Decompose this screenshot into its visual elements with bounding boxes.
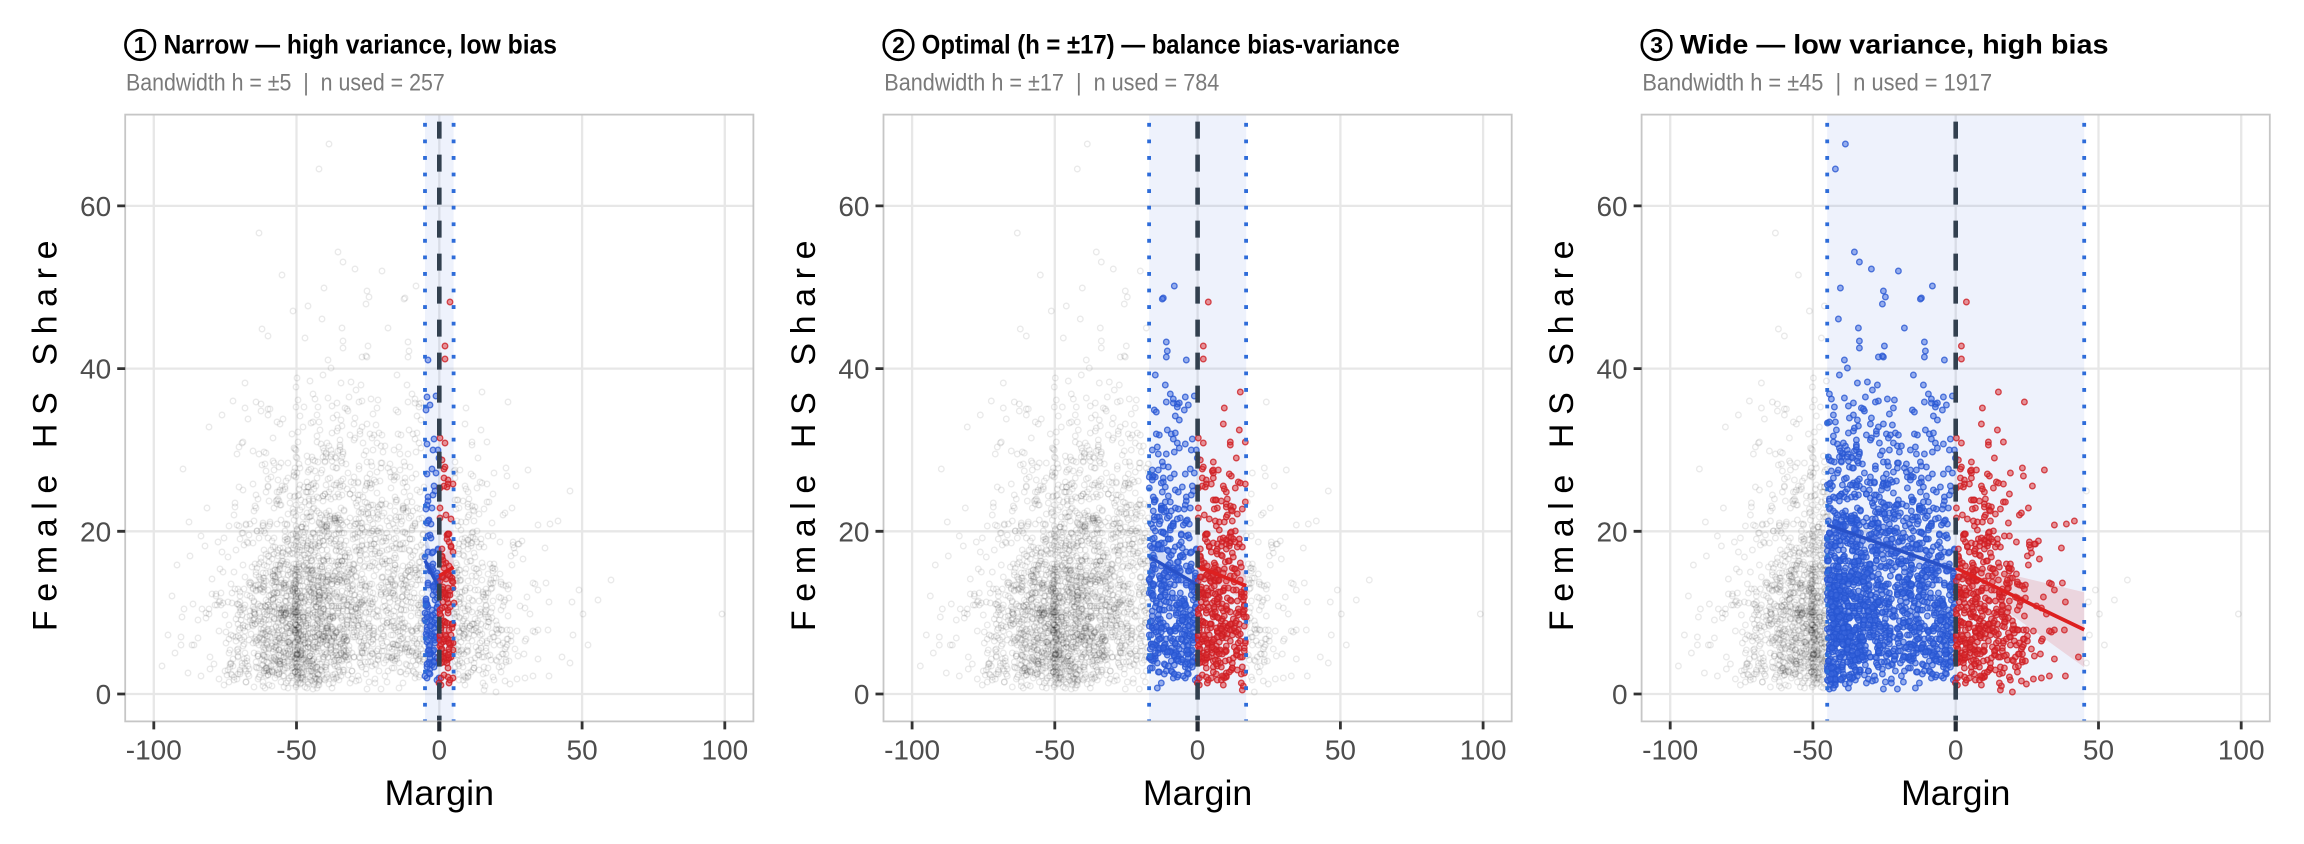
svg-text:40: 40 xyxy=(838,354,869,385)
svg-text:100: 100 xyxy=(2218,735,2265,766)
svg-text:60: 60 xyxy=(80,191,111,222)
svg-text:Female HS Share: Female HS Share xyxy=(1543,232,1581,631)
svg-text:60: 60 xyxy=(838,191,869,222)
svg-text:0: 0 xyxy=(1948,735,1964,766)
svg-text:0: 0 xyxy=(432,735,448,766)
svg-text:2: 2 xyxy=(892,32,905,58)
svg-text:20: 20 xyxy=(1596,516,1627,547)
svg-text:50: 50 xyxy=(567,735,598,766)
svg-text:0: 0 xyxy=(96,679,112,710)
svg-text:-50: -50 xyxy=(1793,735,1833,766)
svg-text:100: 100 xyxy=(1460,735,1507,766)
svg-text:0: 0 xyxy=(1612,679,1628,710)
svg-text:Female HS Share: Female HS Share xyxy=(27,232,65,631)
svg-text:Margin: Margin xyxy=(1143,773,1253,813)
svg-text:-100: -100 xyxy=(126,735,182,766)
svg-text:1: 1 xyxy=(134,32,147,58)
svg-text:40: 40 xyxy=(1596,354,1627,385)
svg-text:50: 50 xyxy=(2083,735,2114,766)
svg-text:-50: -50 xyxy=(1035,735,1075,766)
svg-text:-100: -100 xyxy=(1642,735,1698,766)
svg-text:0: 0 xyxy=(854,679,870,710)
svg-text:50: 50 xyxy=(1325,735,1356,766)
svg-text:Bandwidth h = ±5 | n used =: Bandwidth h = ±5 | n used = 257 xyxy=(126,69,445,96)
svg-text:-50: -50 xyxy=(276,735,316,766)
svg-text:100: 100 xyxy=(701,735,748,766)
svg-text:Margin: Margin xyxy=(385,773,495,813)
svg-text:Bandwidth h = ±17 | n used =: Bandwidth h = ±17 | n used = 784 xyxy=(884,69,1219,96)
svg-text:40: 40 xyxy=(80,354,111,385)
svg-text:Optimal (h = ±17) — balance bi: Optimal (h = ±17) — balance bias-varianc… xyxy=(922,30,1400,60)
svg-text:Narrow — high variance, low bi: Narrow — high variance, low bias xyxy=(164,30,558,60)
svg-text:60: 60 xyxy=(1596,191,1627,222)
svg-text:Margin: Margin xyxy=(1901,773,2011,813)
svg-text:0: 0 xyxy=(1190,735,1206,766)
svg-text:Wide — low variance, high bias: Wide — low variance, high bias xyxy=(1680,30,2109,60)
svg-text:20: 20 xyxy=(838,516,869,547)
svg-text:Bandwidth h = ±45 | n used =: Bandwidth h = ±45 | n used = 1917 xyxy=(1642,69,1992,96)
svg-text:3: 3 xyxy=(1650,32,1663,58)
svg-text:-100: -100 xyxy=(884,735,940,766)
svg-text:Female HS Share: Female HS Share xyxy=(785,232,823,631)
svg-text:20: 20 xyxy=(80,516,111,547)
